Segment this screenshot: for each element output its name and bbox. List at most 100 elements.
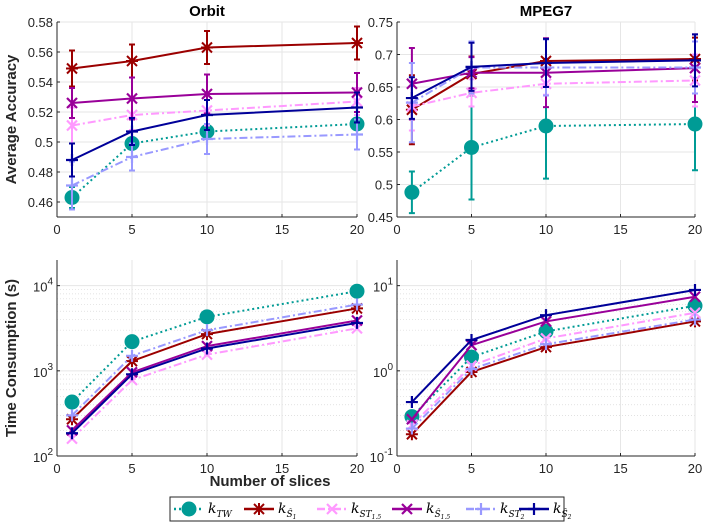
series-line [71, 327, 358, 440]
data-point [406, 413, 418, 426]
x-tick-label: 0 [393, 222, 400, 237]
y-tick-label: 10-1 [370, 447, 394, 465]
data-point [689, 307, 701, 319]
series-kst2 [66, 298, 363, 422]
x-tick-label: 20 [688, 461, 702, 476]
x-tick-label: 5 [468, 222, 475, 237]
data-point [405, 92, 418, 105]
x-tick-label: 15 [275, 461, 289, 476]
data-point [405, 422, 418, 435]
y-tick-label: 0.55 [368, 145, 393, 160]
series-line [71, 100, 358, 127]
data-point [351, 37, 363, 49]
data-point [66, 154, 78, 166]
y-tick-label: 0.5 [35, 135, 53, 150]
data-point [66, 427, 78, 440]
series-line [411, 320, 696, 435]
data-point [405, 396, 418, 409]
series-kst15 [66, 87, 363, 145]
data-point [540, 56, 552, 69]
x-tick-label: 15 [613, 461, 627, 476]
x-tick-label: 10 [200, 222, 214, 237]
data-point [465, 60, 478, 73]
y-tick-label: 0.45 [368, 210, 393, 225]
series-kst15 [66, 322, 363, 445]
data-point [540, 315, 552, 328]
legend-marker [181, 501, 197, 517]
series-line [411, 59, 696, 99]
series-line [411, 304, 696, 418]
series-line [411, 123, 696, 194]
data-point [201, 109, 213, 121]
data-point [540, 309, 552, 322]
data-point [64, 394, 80, 410]
y-tick-label: 0.58 [28, 15, 53, 30]
y-tick-label: 100 [373, 362, 393, 380]
y-tick-label: 103 [33, 362, 53, 380]
series-ktw [64, 116, 365, 209]
legend-marker [528, 503, 540, 515]
series-line [411, 79, 696, 108]
x-tick-label: 10 [200, 461, 214, 476]
series-line [71, 42, 358, 70]
y-tick-label: 0.46 [28, 195, 53, 210]
series-line [71, 307, 358, 420]
x-tick-label: 5 [128, 461, 135, 476]
data-point [465, 334, 478, 347]
legend-entry-kst2: kST2 [466, 501, 525, 521]
panel-title: MPEG7 [520, 3, 573, 20]
y-axis-label: Average Accuracy [3, 54, 20, 184]
data-point [126, 92, 138, 105]
data-point [66, 62, 78, 75]
data-point [124, 334, 140, 350]
x-tick-label: 20 [350, 222, 364, 237]
data-point [201, 348, 213, 361]
series-ks2 [405, 283, 701, 409]
panel-orbit-accuracy: 0 5 10 15 20 0.46 0.48 0.5 0.52 0.54 0.56 0.58 Orbit… [3, 3, 365, 237]
legend-entry-ks2: kŜ2 [519, 501, 572, 521]
y-tick-label: 102 [33, 447, 53, 465]
y-tick-label: 0.7 [375, 48, 393, 63]
series-ks15 [406, 291, 701, 426]
data-point [349, 283, 365, 299]
series-line [71, 133, 358, 187]
data-point [689, 283, 701, 296]
y-tick-label: 0.6 [375, 113, 393, 128]
panel-orbit-time: 0 5 10 15 20 102 103 104 Time Consumption (s) [3, 260, 365, 476]
data-point [404, 184, 420, 200]
panel-title: Orbit [189, 3, 225, 20]
series-ks1 [405, 36, 701, 146]
data-point [689, 54, 701, 67]
y-tick-label: 0.65 [368, 80, 393, 95]
data-point [464, 139, 479, 155]
series-ks1 [66, 25, 363, 88]
series-kst2 [66, 118, 363, 211]
y-tick-label: 0.75 [368, 15, 393, 30]
data-point [351, 128, 363, 141]
x-tick-label: 20 [350, 461, 364, 476]
panel-mpeg7-accuracy: 0 5 10 15 20 0.45 0.5 0.55 0.6 0.65 0.7 0.75 MPEG7 [368, 3, 703, 237]
series-line [411, 311, 696, 426]
series-kst2 [405, 313, 701, 435]
series-line [411, 58, 696, 111]
x-tick-label: 15 [613, 222, 627, 237]
x-tick-label: 5 [128, 222, 135, 237]
data-point [66, 409, 78, 422]
data-point [689, 291, 701, 303]
series-line [71, 290, 358, 403]
legend-entry-kst15: kST1.5 [317, 501, 381, 521]
y-tick-label: 0.5 [375, 178, 393, 193]
legend-label: kŜ1 [278, 501, 296, 521]
series-line [411, 66, 695, 104]
data-point [351, 101, 363, 114]
data-point [465, 363, 478, 376]
legend-label: kŜ2 [553, 501, 572, 521]
series-line [71, 319, 358, 432]
data-point [201, 41, 213, 54]
legend-entry-ks1: kŜ1 [244, 501, 296, 521]
x-tick-label: 10 [539, 461, 553, 476]
y-tick-label: 0.52 [28, 105, 53, 120]
legend-marker [401, 503, 413, 515]
legend: kTW kŜ1 kST1.5 kŜ1.5 kST2 kŜ2 [169, 496, 572, 522]
